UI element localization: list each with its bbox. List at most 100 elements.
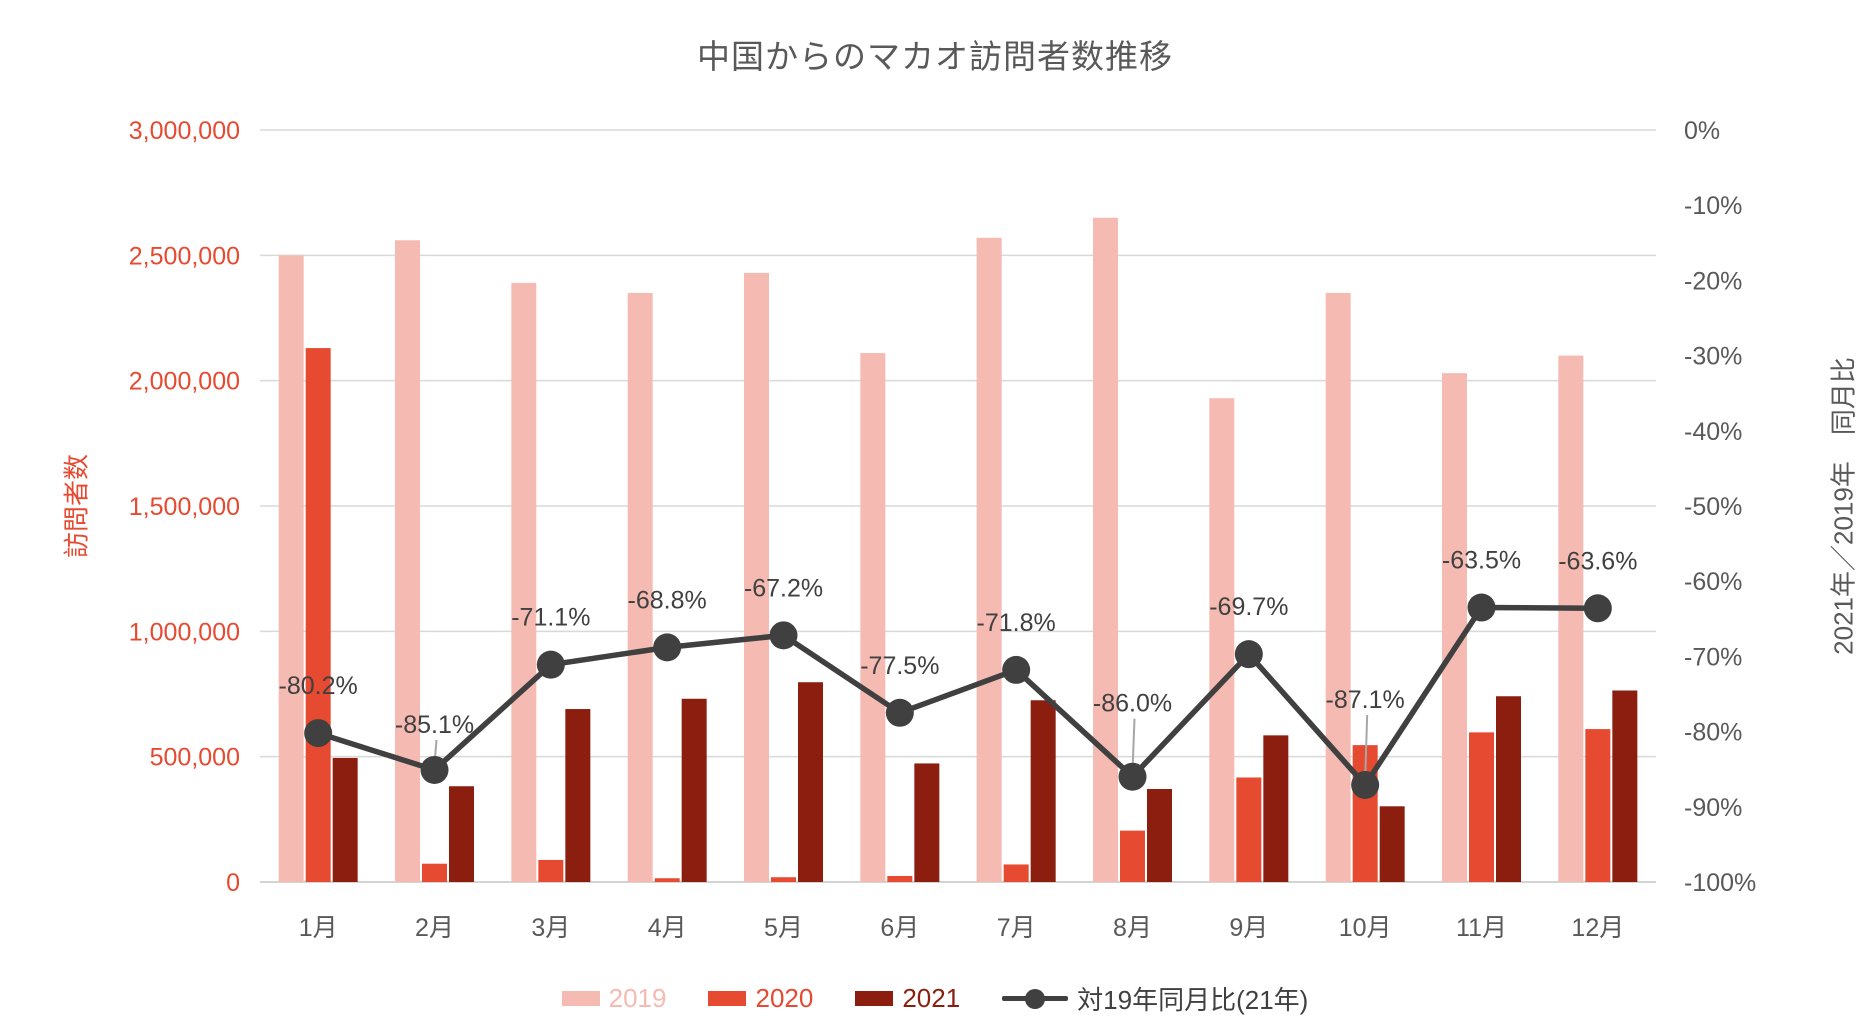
bar-2021-7月	[1030, 700, 1056, 882]
bar-2019-3月	[511, 282, 537, 882]
line-marker-3月	[536, 650, 565, 679]
right-axis-tick-label: -20%	[1684, 267, 1742, 295]
bar-2019-1月	[278, 255, 304, 883]
bar-2021-12月	[1612, 690, 1638, 882]
line-marker-7月	[1002, 655, 1031, 684]
bar-2020-1月	[305, 348, 331, 883]
left-axis-tick-label: 1,000,000	[129, 618, 240, 646]
line-data-label-2月: -85.1%	[395, 711, 474, 739]
line-marker-2月	[420, 755, 449, 784]
left-axis-tick-label: 1,500,000	[129, 493, 240, 521]
bar-2020-4月	[654, 878, 680, 882]
line-marker-11月	[1467, 593, 1496, 622]
legend-swatch-icon	[855, 991, 894, 1006]
data-label-leader-line	[1364, 714, 1369, 780]
bar-2020-7月	[1003, 864, 1029, 882]
right-axis-tick-label: -80%	[1684, 719, 1742, 747]
line-marker-8月	[1118, 762, 1147, 791]
bar-2020-6月	[887, 875, 913, 882]
x-axis-label-5月: 5月	[764, 914, 803, 942]
left-axis-tick-label: 2,000,000	[129, 368, 240, 396]
x-axis-label-6月: 6月	[880, 914, 919, 942]
bar-2019-10月	[1325, 292, 1351, 882]
data-label-leader-line	[1131, 718, 1136, 771]
x-axis-label-10月: 10月	[1339, 914, 1392, 942]
right-axis-tick-label: 0%	[1684, 117, 1720, 145]
line-marker-10月	[1351, 770, 1380, 799]
bar-2019-7月	[976, 237, 1002, 882]
left-axis-tick-label: 0	[226, 869, 240, 897]
legend-label: 2021	[902, 983, 961, 1013]
left-axis-tick-label: 3,000,000	[129, 117, 240, 145]
x-axis-label-7月: 7月	[997, 914, 1036, 942]
line-marker-6月	[885, 698, 914, 727]
line-data-label-5月: -67.2%	[744, 574, 823, 602]
bar-2020-9月	[1236, 777, 1262, 882]
bar-2020-3月	[538, 859, 564, 882]
left-axis-tick-label: 2,500,000	[129, 242, 240, 270]
bar-2021-6月	[914, 763, 940, 882]
right-axis-tick-label: -10%	[1684, 192, 1742, 220]
legend-swatch-icon	[708, 991, 747, 1006]
left-axis-tick-label: 500,000	[150, 744, 240, 772]
line-data-label-12月: -63.6%	[1558, 547, 1637, 575]
line-series-対19年同月比(21年)	[317, 604, 1598, 788]
bar-2021-11月	[1496, 696, 1521, 882]
legend-item-2019: 2019	[561, 983, 667, 1014]
line-data-label-3月: -71.1%	[511, 604, 590, 632]
line-data-label-8月: -86.0%	[1093, 690, 1172, 718]
line-marker-4月	[653, 633, 682, 662]
bar-2021-10月	[1379, 806, 1405, 882]
x-axis-label-12月: 12月	[1571, 914, 1624, 942]
legend-item-2021: 2021	[855, 983, 960, 1014]
bar-2021-1月	[332, 757, 358, 882]
chart-legend: 2019 2020 2021 対19年同月比(21年)	[0, 980, 1870, 1017]
x-axis-label-9月: 9月	[1229, 914, 1268, 942]
line-marker-12月	[1583, 594, 1612, 623]
bar-2019-5月	[744, 272, 769, 882]
right-axis-tick-label: -60%	[1684, 568, 1742, 596]
bar-2020-2月	[422, 863, 447, 882]
line-data-label-10月: -87.1%	[1326, 686, 1405, 714]
bar-2020-11月	[1469, 732, 1494, 882]
right-axis-tick-label: -100%	[1684, 869, 1756, 897]
bar-2021-4月	[681, 698, 707, 882]
bar-2019-8月	[1093, 217, 1118, 882]
bar-2019-11月	[1442, 373, 1467, 882]
legend-label: 対19年同月比(21年)	[1077, 985, 1309, 1015]
x-axis-label-8月: 8月	[1113, 914, 1152, 942]
legend-item-2020: 2020	[708, 983, 813, 1014]
line-marker-1月	[304, 719, 333, 748]
right-axis-tick-label: -40%	[1684, 418, 1742, 446]
line-data-label-1月: -80.2%	[279, 672, 358, 700]
bar-2019-2月	[395, 240, 420, 882]
line-data-label-11月: -63.5%	[1442, 547, 1521, 575]
legend-label: 2020	[755, 983, 814, 1013]
right-axis-tick-label: -30%	[1684, 343, 1742, 371]
legend-item-対19年同月比(21年): 対19年同月比(21年)	[1002, 980, 1308, 1017]
chart-title: 中国からのマカオ訪問者数推移	[697, 38, 1173, 75]
line-data-label-6月: -77.5%	[860, 652, 939, 680]
bar-2019-9月	[1209, 398, 1235, 882]
x-axis-label-4月: 4月	[648, 914, 687, 942]
line-data-label-4月: -68.8%	[628, 586, 707, 614]
bar-2019-12月	[1558, 355, 1584, 883]
x-axis-label-2月: 2月	[415, 914, 454, 942]
bar-2019-6月	[860, 353, 886, 882]
x-axis-label-1月: 1月	[299, 914, 338, 942]
bar-2021-2月	[449, 786, 474, 882]
line-marker-9月	[1234, 640, 1263, 669]
bar-2020-5月	[771, 877, 796, 882]
legend-label: 2019	[608, 983, 667, 1013]
bar-2020-8月	[1120, 830, 1145, 882]
bar-2021-8月	[1147, 789, 1172, 882]
legend-line-marker-icon	[1002, 988, 1069, 1010]
line-marker-5月	[769, 621, 798, 650]
bar-2021-3月	[565, 709, 591, 882]
x-axis-label-3月: 3月	[531, 914, 570, 942]
bar-2021-5月	[798, 682, 823, 882]
line-data-label-9月: -69.7%	[1209, 593, 1288, 621]
bar-2019-4月	[627, 292, 653, 882]
right-axis-tick-label: -50%	[1684, 493, 1742, 521]
